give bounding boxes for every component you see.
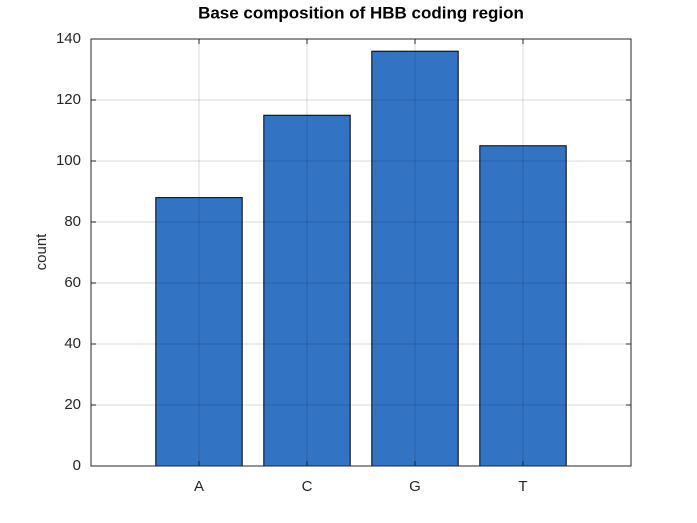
y-tick-label: 140 <box>56 30 81 47</box>
y-tick-label: 120 <box>56 91 81 108</box>
y-tick-label: 20 <box>64 396 81 413</box>
plot-frame <box>90 38 632 467</box>
y-tick-label: 60 <box>64 274 81 291</box>
y-tick-label: 80 <box>64 213 81 230</box>
y-axis-label: count <box>33 233 50 271</box>
bar <box>263 114 351 467</box>
chart-title: Base composition of HBB coding region <box>198 3 524 22</box>
bar <box>479 145 567 467</box>
y-tick-label: 100 <box>56 152 81 169</box>
y-tick-label: 40 <box>64 335 81 352</box>
y-tick-label: 0 <box>73 457 81 474</box>
x-tick-label: G <box>409 478 421 495</box>
bar <box>155 197 243 467</box>
x-tick-label: T <box>518 478 527 495</box>
x-tick-label: A <box>194 478 204 495</box>
x-tick-label: C <box>302 478 313 495</box>
bar <box>371 50 459 467</box>
